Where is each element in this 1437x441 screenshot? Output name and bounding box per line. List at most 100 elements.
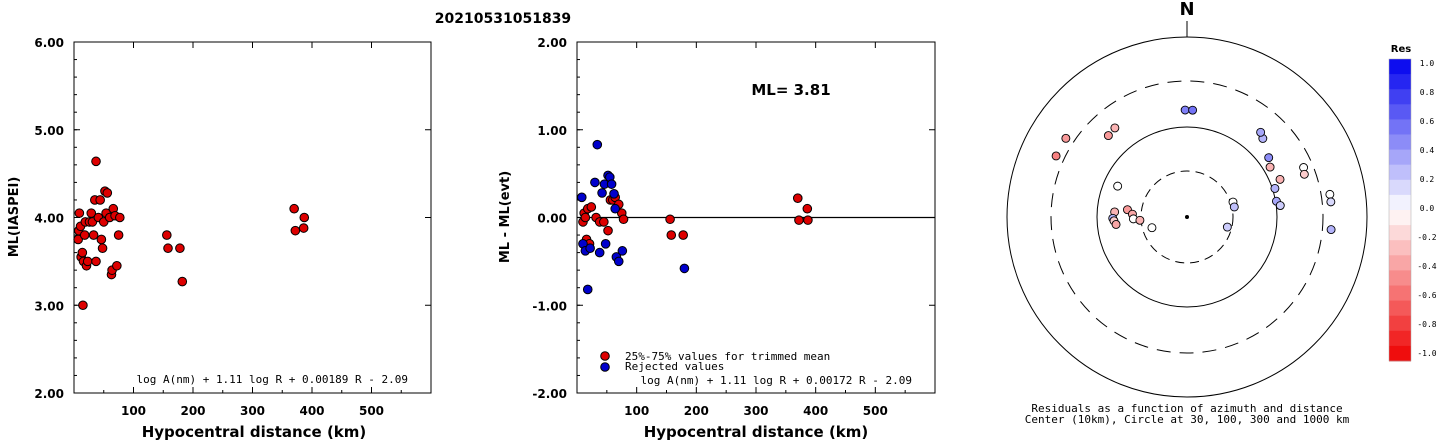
colorbar-block (1389, 194, 1411, 211)
station-point (1326, 225, 1336, 235)
residual-point (803, 215, 813, 225)
ml-point (175, 243, 185, 254)
residual-point (792, 193, 803, 203)
distance-ring (1050, 80, 1324, 354)
colorbar-label: -0.8 (1417, 320, 1436, 329)
station-point (1113, 181, 1123, 191)
colorbar-block (1389, 285, 1411, 301)
residual-y-tick-label: 0.00 (537, 212, 567, 226)
ml-point (91, 156, 101, 167)
residual-point (613, 256, 624, 267)
residual-point (582, 284, 593, 295)
station-point (1061, 133, 1071, 143)
ml-point (91, 256, 101, 267)
ml-point (102, 188, 113, 198)
residual-point (617, 246, 628, 256)
colorbar-block (1389, 315, 1411, 332)
residual-point (678, 230, 689, 240)
legend-label-trimmed: 25%-75% values for trimmed mean (625, 350, 830, 363)
ml-point (299, 212, 310, 223)
colorbar-block (1389, 104, 1411, 120)
residual-point (594, 247, 605, 258)
colorbar-label: 1.0 (1420, 59, 1435, 68)
ml-point (74, 208, 85, 218)
colorbar-block (1389, 164, 1411, 181)
ml-y-tick-label: 3.00 (34, 299, 64, 313)
residual-x-label: Hypocentral distance (km) (644, 423, 869, 441)
ml-x-tick-label: 400 (299, 404, 324, 418)
ml-point (162, 230, 172, 240)
colorbar-block (1389, 240, 1411, 256)
residual-point (610, 203, 620, 214)
residual-y-tick-label: 1.00 (537, 124, 567, 138)
colorbar-block (1389, 59, 1411, 75)
ml-point (298, 223, 309, 233)
colorbar-label: 0.2 (1420, 175, 1435, 184)
colorbar-label: 0.6 (1420, 117, 1435, 126)
residual-point (580, 212, 591, 223)
colorbar-label: 0.8 (1420, 88, 1435, 97)
residual-point (618, 214, 629, 225)
colorbar-label: -0.2 (1417, 233, 1436, 242)
colorbar-block (1389, 119, 1411, 135)
residual-point (576, 192, 587, 203)
ml-point (79, 230, 90, 240)
station-point (1264, 153, 1274, 163)
colorbar-label: -0.6 (1417, 291, 1436, 300)
residual-x-tick-label: 100 (624, 404, 649, 418)
ml-point (113, 230, 124, 240)
residual-point (590, 177, 600, 188)
ml-point (290, 225, 301, 236)
colorbar-label: -0.4 (1417, 262, 1436, 271)
station-point (1135, 215, 1145, 225)
legend: 25%-75% values for trimmed mean Rejected… (600, 350, 830, 373)
residual-axes: 100 200 300 400 500 -2.00 -1.00 0.00 1.00 2.00 (532, 36, 935, 418)
figure-title: 20210531051839 (435, 11, 571, 27)
ml-annotation: ML= 3.81 (751, 81, 830, 99)
residual-point (665, 214, 675, 225)
colorbar-block (1389, 345, 1411, 362)
station-point (1270, 183, 1280, 193)
north-label: N (1179, 0, 1194, 20)
ml-x-label: Hypocentral distance (km) (142, 423, 367, 441)
residual-points (576, 139, 813, 295)
map-caption-line-1: Residuals as a function of azimuth and d… (1031, 402, 1342, 415)
residual-y-label: ML - ML(evt) (498, 171, 513, 263)
residual-point (592, 139, 603, 150)
legend-marker-rejected (600, 362, 610, 372)
ml-x-tick-label: 200 (180, 404, 205, 418)
ml-point (289, 203, 299, 214)
station-point (1325, 189, 1335, 199)
distance-ring (1006, 36, 1368, 398)
distance-rings (1006, 36, 1368, 398)
ml-point (115, 212, 125, 223)
residual-panel: ML - ML(evt) Hypocentral distance (km) M… (498, 36, 936, 441)
ml-point (112, 260, 122, 271)
colorbar: Res 1.0 0.8 0.6 0.4 0.2 0.0 -0.2 -0.4 -0.6 -0.8 -1… (1388, 44, 1437, 362)
ml-y-tick-label: 2.00 (34, 387, 64, 401)
station-point (1275, 174, 1285, 184)
station-point (1111, 220, 1121, 229)
colorbar-block (1389, 179, 1411, 196)
colorbar-labels: 1.0 0.8 0.6 0.4 0.2 0.0 -0.2 -0.4 -0.6 -0.8 -1.0 (1417, 59, 1436, 358)
colorbar-block (1389, 330, 1411, 347)
residual-point (794, 215, 804, 225)
colorbar-title: Res (1391, 44, 1411, 55)
ml-point (177, 276, 188, 287)
map-caption-line-2: Center (10km), Circle at 30, 100, 300 an… (1025, 413, 1350, 426)
station-point (1256, 127, 1266, 137)
colorbar-block (1389, 210, 1411, 226)
residual-point (599, 217, 609, 227)
ml-y-label: ML(IASPEI) (7, 177, 22, 258)
station-point (1110, 123, 1120, 133)
residual-point (679, 263, 690, 274)
ml-point (82, 256, 93, 267)
station-point (1103, 131, 1113, 141)
station-point (1222, 222, 1232, 232)
station-point (1326, 197, 1336, 207)
colorbar-label: 0.0 (1420, 204, 1435, 213)
legend-label-rejected: Rejected values (625, 360, 724, 373)
ml-panel: ML(IASPEI) Hypocentral distance (km) log… (7, 36, 432, 441)
residual-y-tick-label: -2.00 (532, 387, 567, 401)
